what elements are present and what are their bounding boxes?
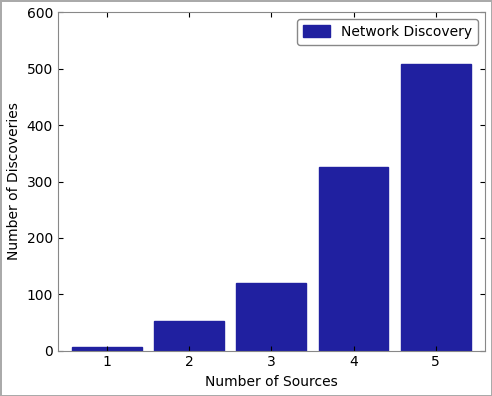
Y-axis label: Number of Discoveries: Number of Discoveries	[7, 103, 21, 261]
Bar	[237, 283, 307, 350]
Legend: Network Discovery: Network Discovery	[297, 19, 478, 44]
X-axis label: Number of Sources: Number of Sources	[205, 375, 338, 389]
Bar	[319, 168, 389, 350]
Bar	[154, 321, 224, 350]
Bar	[72, 346, 142, 350]
Bar	[401, 64, 471, 350]
